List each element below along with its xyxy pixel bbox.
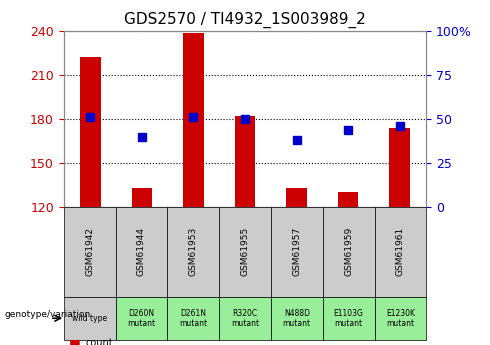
Text: GSM61944: GSM61944 [137, 227, 146, 276]
Text: GSM61961: GSM61961 [396, 227, 405, 276]
Text: D261N
mutant: D261N mutant [179, 308, 207, 328]
Bar [235, 116, 255, 207]
Bar [286, 188, 307, 207]
Text: GSM61957: GSM61957 [293, 227, 301, 276]
Bar [80, 57, 101, 207]
Text: GSM61953: GSM61953 [189, 227, 197, 276]
Text: E1230K
mutant: E1230K mutant [386, 308, 415, 328]
Text: D260N
mutant: D260N mutant [127, 308, 155, 328]
Bar [338, 193, 358, 207]
Text: count: count [86, 338, 113, 345]
Text: R320C
mutant: R320C mutant [231, 308, 259, 328]
Text: GSM61942: GSM61942 [85, 227, 94, 276]
Text: N488D
mutant: N488D mutant [283, 308, 311, 328]
Text: ■: ■ [69, 337, 80, 345]
Bar [132, 188, 152, 207]
Bar [183, 32, 204, 207]
Title: GDS2570 / TI4932_1S003989_2: GDS2570 / TI4932_1S003989_2 [124, 12, 366, 28]
Text: genotype/variation: genotype/variation [5, 310, 91, 319]
Text: wild type: wild type [72, 314, 107, 323]
Text: GSM61959: GSM61959 [344, 227, 353, 276]
Text: E1103G
mutant: E1103G mutant [334, 308, 364, 328]
Text: GSM61955: GSM61955 [241, 227, 249, 276]
Bar [389, 128, 410, 207]
